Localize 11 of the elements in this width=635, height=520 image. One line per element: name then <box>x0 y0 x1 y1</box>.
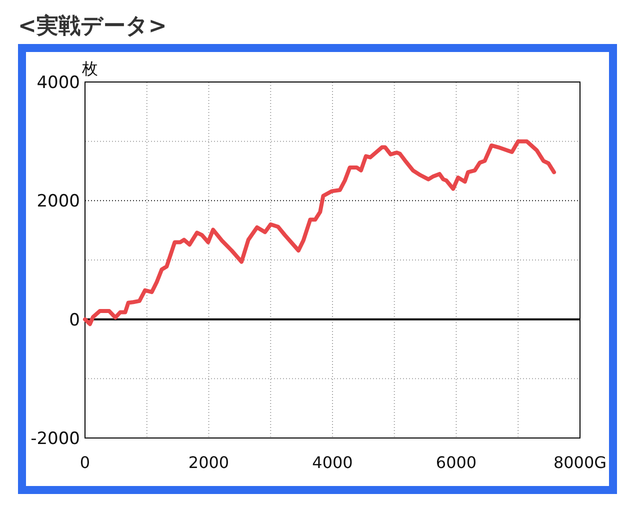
x-tick-label: 4000 <box>312 453 353 472</box>
y-tick-label: 4000 <box>36 73 80 93</box>
y-axis-title: 枚 <box>81 59 98 78</box>
x-tick-label: 8000G <box>553 453 607 472</box>
line-series <box>83 139 556 326</box>
y-tick-label: -2000 <box>30 429 80 449</box>
y-tick-label: 0 <box>69 310 80 330</box>
y-tick-label: 2000 <box>36 192 80 212</box>
x-tick-label: 2000 <box>188 453 230 472</box>
x-tick-label: 6000 <box>436 453 477 472</box>
chart-title: <実戦データ> <box>18 13 167 39</box>
